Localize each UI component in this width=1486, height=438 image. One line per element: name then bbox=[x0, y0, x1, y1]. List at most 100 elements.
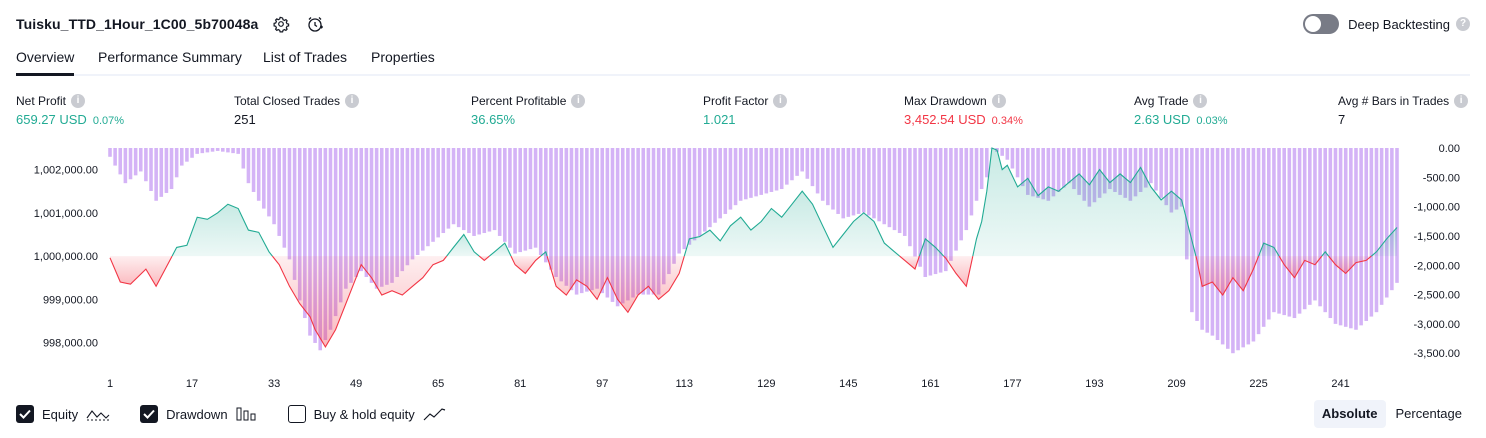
drawdown-bar bbox=[272, 148, 276, 225]
equity-line-up bbox=[918, 237, 945, 257]
help-icon[interactable]: i bbox=[773, 94, 788, 108]
drawdown-bar bbox=[1149, 148, 1153, 184]
drawdown-bar bbox=[1051, 148, 1056, 197]
equity-fill-down bbox=[479, 256, 490, 261]
equity-fill-up bbox=[972, 148, 1196, 257]
metrics-row: Net Profit i 659.27 USD 0.07% Total Closed… bbox=[0, 92, 1486, 132]
help-icon[interactable]: i bbox=[71, 94, 86, 108]
drawdown-bar bbox=[487, 148, 492, 232]
drawdown-bar bbox=[477, 148, 481, 235]
x-tick-label: 97 bbox=[596, 378, 608, 390]
equity-line-up bbox=[171, 203, 273, 257]
metric-percent: 0.03% bbox=[1196, 115, 1228, 127]
drawdown-bar bbox=[1379, 148, 1384, 305]
drawdown-bar bbox=[1349, 148, 1353, 329]
drawdown-bar bbox=[149, 148, 153, 191]
deep-backtesting: Deep Backtesting ? bbox=[1303, 12, 1470, 36]
drawdown-bar bbox=[1282, 148, 1286, 316]
metric-label: Avg Trade bbox=[1134, 94, 1189, 108]
metric-percent-profitable: Percent Profitable i 36.65% bbox=[471, 92, 586, 127]
report-tabs: Overview Performance Summary List of Tra… bbox=[16, 48, 1470, 76]
drawdown-checkbox[interactable] bbox=[140, 405, 159, 423]
tab-list-of-trades[interactable]: List of Trades bbox=[263, 48, 347, 76]
drawdown-bar bbox=[943, 148, 948, 272]
drawdown-bar bbox=[646, 148, 651, 295]
left-tick-label: 998,000.00 bbox=[43, 338, 98, 350]
drawdown-bar bbox=[108, 148, 112, 157]
drawdown-bar bbox=[723, 148, 728, 214]
legend-buy-hold-equity[interactable]: Buy & hold equity bbox=[287, 405, 447, 423]
drawdown-bar bbox=[1154, 148, 1158, 191]
drawdown-bar bbox=[133, 148, 138, 176]
drawdown-bar bbox=[620, 148, 625, 304]
drawdown-bar bbox=[308, 148, 312, 336]
drawdown-bar bbox=[1143, 148, 1148, 188]
drawdown-bar bbox=[933, 148, 938, 275]
drawdown-bar bbox=[344, 148, 348, 289]
drawdown-bar bbox=[1113, 148, 1117, 192]
drawdown-bar bbox=[569, 148, 574, 291]
equity-drawdown-chart[interactable]: 1,002,000.00 1,001,000.00 1,000,000.00 999,… bbox=[0, 140, 1486, 398]
equity-fill-up bbox=[446, 234, 480, 257]
equity-fill-down bbox=[943, 256, 973, 287]
drawdown-bar bbox=[1292, 148, 1297, 319]
help-icon[interactable]: i bbox=[1193, 94, 1208, 108]
equity-checkbox[interactable] bbox=[16, 405, 34, 423]
settings-icon[interactable] bbox=[270, 13, 292, 35]
drawdown-bar bbox=[1061, 148, 1066, 188]
right-tick-label: -3,000.00 bbox=[1414, 319, 1460, 331]
drawdown-bar bbox=[1390, 148, 1394, 291]
buy-hold-checkbox[interactable] bbox=[287, 405, 306, 423]
drawdown-bar bbox=[897, 148, 902, 234]
drawdown-bar bbox=[231, 148, 235, 154]
drawdown-bar bbox=[205, 148, 210, 153]
help-icon[interactable]: i bbox=[571, 94, 586, 108]
metric-avg-trade: Avg Trade i 2.63 USD 0.03% bbox=[1134, 92, 1228, 127]
drawdown-bar bbox=[256, 148, 261, 201]
drawdown-bar bbox=[1374, 148, 1379, 313]
metric-value: 36.65% bbox=[471, 112, 516, 127]
drawdown-bar bbox=[985, 148, 989, 178]
drawdown-bar bbox=[513, 148, 517, 254]
drawdown-bar bbox=[579, 148, 584, 294]
metric-total-closed-trades: Total Closed Trades i 251 bbox=[234, 92, 360, 127]
metric-percent: 0.34% bbox=[991, 115, 1023, 127]
drawdown-bar bbox=[1313, 148, 1317, 301]
legend-drawdown[interactable]: Drawdown bbox=[140, 405, 257, 423]
drawdown-bar bbox=[1031, 148, 1035, 197]
drawdown-bar bbox=[631, 148, 635, 298]
drawdown-bar bbox=[641, 148, 646, 295]
equity-line-down bbox=[1278, 255, 1323, 279]
help-icon[interactable]: i bbox=[1454, 94, 1469, 108]
metric-label: Percent Profitable bbox=[471, 94, 567, 108]
drawdown-bar bbox=[682, 148, 687, 250]
help-icon[interactable]: i bbox=[345, 94, 360, 108]
drawdown-bar bbox=[164, 148, 169, 193]
tab-overview[interactable]: Overview bbox=[16, 48, 75, 76]
percentage-button[interactable]: Percentage bbox=[1395, 406, 1463, 421]
tab-performance-summary[interactable]: Performance Summary bbox=[98, 48, 242, 76]
help-icon[interactable]: i bbox=[991, 94, 1006, 108]
drawdown-bar bbox=[426, 148, 430, 247]
alert-clock-icon[interactable] bbox=[304, 13, 326, 35]
drawdown-bar bbox=[1026, 148, 1030, 195]
help-icon[interactable]: ? bbox=[1456, 17, 1470, 31]
deep-backtesting-toggle[interactable] bbox=[1303, 14, 1340, 34]
drawdown-bar bbox=[246, 148, 251, 184]
legend-equity[interactable]: Equity bbox=[16, 405, 110, 423]
tab-properties[interactable]: Properties bbox=[371, 48, 435, 76]
drawdown-bar bbox=[549, 148, 553, 270]
drawdown-bar bbox=[1210, 148, 1215, 336]
drawdown-bar bbox=[1041, 148, 1045, 200]
left-tick-label: 1,002,000.00 bbox=[34, 165, 98, 177]
drawdown-bar bbox=[456, 148, 461, 228]
drawdown-bar bbox=[441, 148, 446, 234]
x-tick-label: 113 bbox=[676, 378, 694, 390]
metric-value: 1.021 bbox=[703, 112, 736, 127]
left-tick-label: 1,001,000.00 bbox=[34, 208, 98, 220]
drawdown-bar bbox=[467, 148, 471, 234]
metric-label: Avg # Bars in Trades bbox=[1338, 94, 1450, 108]
x-tick-label: 161 bbox=[921, 378, 939, 390]
equity-line-down bbox=[271, 255, 448, 348]
absolute-button[interactable]: Absolute bbox=[1313, 400, 1386, 428]
